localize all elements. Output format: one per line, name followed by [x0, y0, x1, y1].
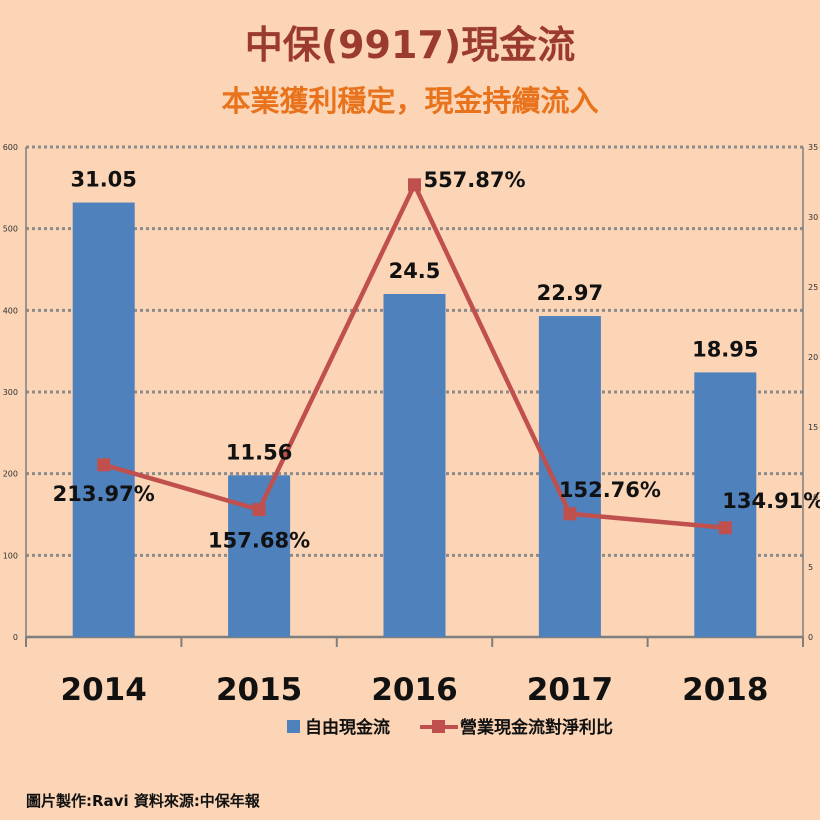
y-right-tick-label: 5	[808, 563, 813, 572]
bar-2015	[228, 475, 291, 637]
x-category-label: 2018	[682, 672, 768, 708]
line-value-label: 157.68%	[208, 529, 310, 553]
y-right-tick-label: 15	[808, 423, 818, 432]
bar-value-label: 24.5	[389, 259, 441, 283]
x-category-label: 2014	[61, 672, 147, 708]
line-value-label: 213.97%	[53, 482, 155, 506]
legend-line-marker	[432, 720, 445, 733]
line-marker-2014	[97, 458, 111, 472]
bar-value-label: 18.95	[692, 337, 758, 361]
y-right-tick-label: 10	[808, 493, 818, 502]
chart-subtitle: 本業獲利穩定，現金持續流入	[221, 84, 599, 118]
line-marker-2017	[563, 507, 577, 521]
y-right-tick-label: 20	[808, 353, 818, 362]
legend-bar-swatch	[287, 720, 300, 733]
line-value-label: 557.87%	[423, 168, 525, 192]
y-right-tick-label: 30	[808, 213, 818, 222]
bar-2017	[538, 316, 601, 637]
bar-2014	[72, 202, 135, 638]
y-right-tick-label: 0	[808, 633, 813, 642]
footer-credit: 圖片製作:Ravi 資料來源:中保年報	[26, 792, 260, 810]
y-left-tick-label: 100	[3, 551, 18, 560]
x-category-label: 2017	[527, 672, 613, 708]
bar-value-label: 31.05	[70, 168, 136, 192]
y-left-tick-label: 500	[3, 225, 18, 234]
chart-title: 中保(9917)現金流	[244, 23, 576, 67]
line-marker-2015	[252, 503, 266, 517]
x-category-label: 2015	[216, 672, 302, 708]
bar-2018	[694, 372, 757, 637]
x-category-label: 2016	[371, 672, 457, 708]
line-value-label: 152.76%	[559, 478, 661, 502]
combo-chart: 0 100 200 300 400 500 600 0 5 10 15 20 25 30 35 31.05 11…	[3, 143, 820, 738]
y-left-tick-label: 0	[13, 633, 18, 642]
y-left-tick-label: 600	[3, 143, 18, 152]
y-left-tick-label: 400	[3, 306, 18, 315]
line-marker-2018	[718, 521, 732, 535]
bar-value-label: 11.56	[226, 440, 292, 464]
legend-line-label: 營業現金流對淨利比	[460, 717, 613, 738]
y-left-tick-label: 300	[3, 388, 18, 397]
y-left-tick-label: 200	[3, 470, 18, 479]
bar-value-label: 22.97	[537, 281, 603, 305]
legend-bar-label: 自由現金流	[305, 717, 390, 738]
y-right-tick-label: 35	[808, 143, 818, 152]
line-marker-2016	[408, 178, 421, 192]
y-right-tick-label: 25	[808, 283, 818, 292]
line-value-label: 134.91%	[722, 489, 820, 513]
bar-2016	[383, 294, 446, 637]
